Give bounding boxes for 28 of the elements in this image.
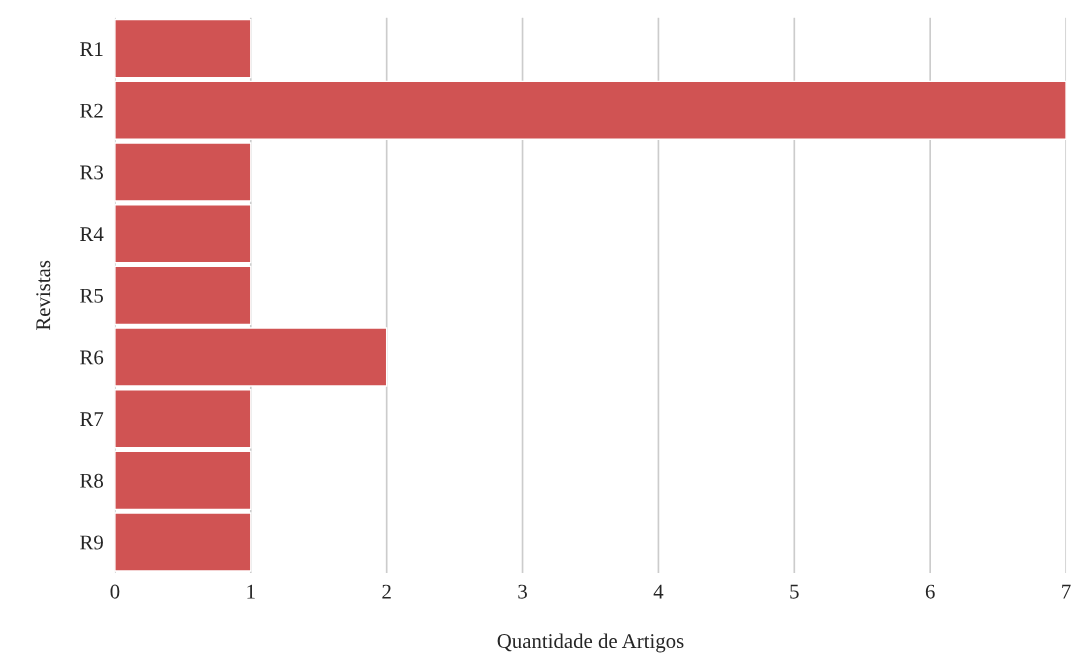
x-tick-label: 5 [790,584,799,599]
bar [114,327,388,387]
bar [114,142,252,202]
x-tick-label: 0 [110,584,120,599]
y-tick-label: R3 [80,165,103,180]
y-tick-label: R2 [80,103,103,118]
y-tick-label: R5 [80,288,103,303]
x-axis-title: Quantidade de Artigos [497,633,684,653]
x-tick-label: 7 [1062,584,1071,599]
y-tick-label: R7 [80,412,104,426]
y-tick-label: R4 [80,227,104,241]
bar [114,265,252,326]
bar [114,389,252,449]
y-tick-label: R6 [80,350,104,365]
y-tick-label: R9 [80,535,103,550]
bar [114,450,252,511]
x-tick-label: 6 [925,584,935,599]
y-tick-label: R1 [80,42,103,56]
x-tick-label: 1 [247,584,255,599]
bar [114,80,1067,141]
y-axis-title: Revistas [36,260,51,331]
x-tick-label: 2 [382,584,391,599]
x-tick-label: 3 [518,584,527,599]
bar [114,512,252,572]
y-tick-label: R8 [80,473,104,488]
bar [114,18,252,79]
x-tick-label: 4 [653,584,664,599]
bar [114,203,252,264]
